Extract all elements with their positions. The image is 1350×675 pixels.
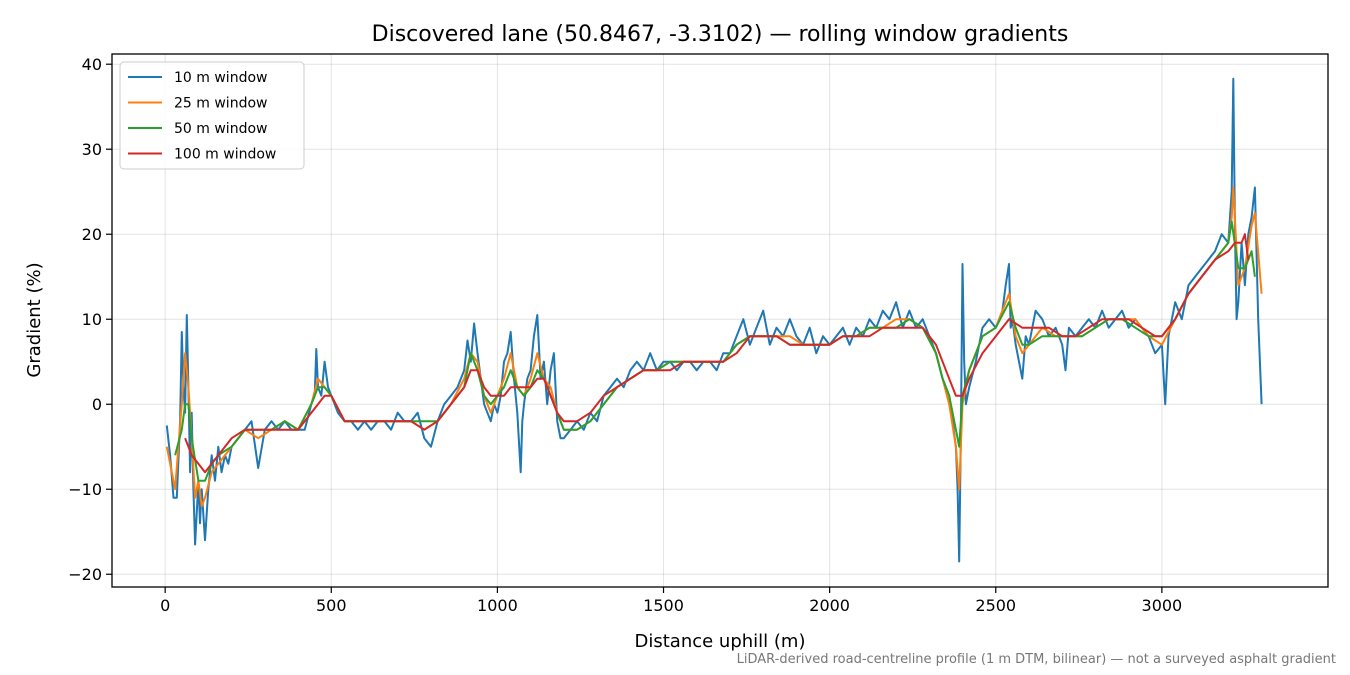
legend-label: 25 m window [174, 96, 267, 112]
x-tick-label: 1500 [643, 596, 684, 615]
y-tick-label: −20 [68, 565, 102, 584]
y-tick-label: 10 [82, 310, 102, 329]
y-tick-label: 40 [82, 55, 102, 74]
series-line-3 [174, 220, 1256, 482]
y-tick-label: 20 [82, 225, 102, 244]
legend-label: 50 m window [174, 121, 267, 137]
legend-label: 10 m window [174, 70, 267, 86]
legend: 10 m window 25 m window 50 m window 100 m w… [119, 61, 305, 170]
x-tick-label: 1000 [477, 596, 518, 615]
series-line-1 [165, 77, 1263, 563]
y-tick-label: −10 [68, 480, 102, 499]
x-axis-label: Distance uphill (m) [635, 631, 806, 652]
x-axis-ticks: 0 500 1000 1500 2000 2500 3000 [160, 587, 1182, 615]
x-tick-label: 500 [316, 596, 347, 615]
series-lines [165, 77, 1263, 563]
y-axis-label: Gradient (%) [24, 262, 45, 377]
series-line-4 [184, 233, 1250, 474]
x-tick-label: 2000 [809, 596, 850, 615]
y-tick-label: 30 [82, 140, 102, 159]
x-tick-label: 2500 [975, 596, 1016, 615]
caption-note: LiDAR-derived road-centreline profile (1… [736, 652, 1336, 667]
grid-lines [112, 54, 1328, 587]
x-tick-label: 0 [160, 596, 170, 615]
chart-title: Discovered lane (50.8467, -3.3102) — rol… [372, 22, 1069, 47]
y-tick-label: 0 [92, 395, 102, 414]
plot-frame [111, 53, 1329, 588]
legend-label: 100 m window [174, 147, 276, 163]
y-axis-ticks: −20 −10 0 10 20 30 40 [68, 55, 112, 584]
legend-box [119, 61, 305, 170]
x-tick-label: 3000 [1142, 596, 1183, 615]
